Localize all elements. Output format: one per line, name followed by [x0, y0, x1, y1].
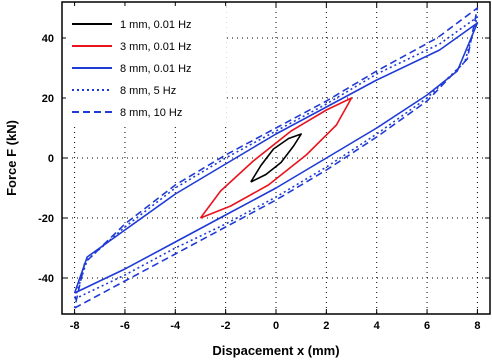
tick-marks [62, 2, 490, 314]
x-tick-label: -8 [70, 320, 80, 332]
x-tick-label: 2 [323, 320, 329, 332]
series-line-2 [199, 97, 353, 219]
y-tick-label: 40 [42, 33, 54, 45]
series-group [73, 7, 479, 309]
legend-label: 8 mm, 0.01 Hz [120, 63, 192, 75]
x-axis-label: Dispacement x (mm) [212, 343, 339, 358]
x-tick-label: -2 [221, 320, 231, 332]
x-tick-label: 0 [273, 320, 279, 332]
series-line-4 [73, 16, 479, 300]
x-tick-label: -4 [170, 320, 181, 332]
legend-label: 3 mm, 0.01 Hz [120, 41, 192, 53]
legend-box [66, 6, 226, 124]
y-tick-label: 20 [42, 93, 54, 105]
series-line-1 [250, 133, 302, 183]
y-tick-label: 0 [48, 153, 54, 165]
legend: 1 mm, 0.01 Hz 3 mm, 0.01 Hz 8 mm, 0.01 Hz 8… [66, 6, 226, 124]
legend-label: 1 mm, 0.01 Hz [120, 19, 192, 31]
x-tick-label: 8 [474, 320, 480, 332]
y-axis-label: Force F (kN) [4, 120, 19, 196]
series-line-5 [73, 7, 479, 309]
series-line-3 [73, 22, 479, 294]
y-tick-label: -20 [38, 213, 54, 225]
x-tick-label: 4 [374, 320, 381, 332]
legend-label: 8 mm, 5 Hz [120, 85, 176, 97]
legend-label: 8 mm, 10 Hz [120, 107, 182, 119]
y-tick-label: -40 [38, 273, 54, 285]
x-tick-label: 6 [424, 320, 430, 332]
x-tick-label: -6 [120, 320, 130, 332]
